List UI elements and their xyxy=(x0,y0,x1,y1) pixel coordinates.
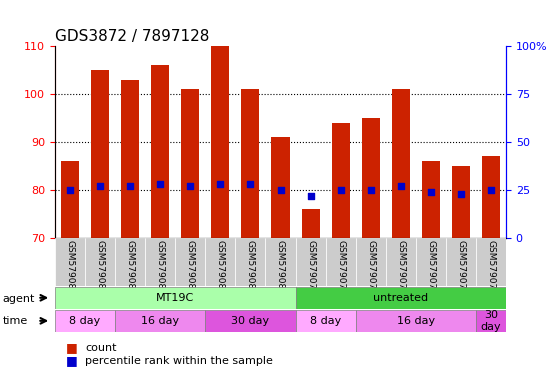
Text: 30 day: 30 day xyxy=(232,316,270,326)
FancyBboxPatch shape xyxy=(55,310,115,332)
FancyBboxPatch shape xyxy=(115,310,205,332)
Point xyxy=(276,187,285,193)
Point xyxy=(366,187,375,193)
FancyBboxPatch shape xyxy=(476,238,506,286)
FancyBboxPatch shape xyxy=(115,238,145,286)
Point xyxy=(306,193,315,199)
Text: GSM579077: GSM579077 xyxy=(426,240,436,295)
Text: GSM579084: GSM579084 xyxy=(186,240,195,295)
FancyBboxPatch shape xyxy=(205,238,235,286)
Text: percentile rank within the sample: percentile rank within the sample xyxy=(85,356,273,366)
FancyBboxPatch shape xyxy=(55,287,295,309)
Text: GSM579082: GSM579082 xyxy=(125,240,135,295)
Point xyxy=(456,191,465,197)
Point xyxy=(246,181,255,187)
FancyBboxPatch shape xyxy=(145,238,175,286)
Text: GSM579076: GSM579076 xyxy=(396,240,405,295)
Bar xyxy=(332,123,350,238)
FancyBboxPatch shape xyxy=(235,238,266,286)
Bar xyxy=(211,46,229,238)
Text: untreated: untreated xyxy=(373,293,428,303)
Text: 8 day: 8 day xyxy=(69,316,101,326)
Text: MT19C: MT19C xyxy=(156,293,194,303)
Bar xyxy=(301,209,320,238)
Bar xyxy=(272,137,289,238)
Bar xyxy=(392,89,410,238)
Bar xyxy=(362,118,380,238)
Text: agent: agent xyxy=(3,294,35,304)
Text: GSM579086: GSM579086 xyxy=(246,240,255,295)
Text: GSM579080: GSM579080 xyxy=(65,240,75,295)
Point xyxy=(96,183,104,189)
Point xyxy=(186,183,195,189)
Point xyxy=(65,187,74,193)
Text: time: time xyxy=(3,316,28,326)
Text: GSM579085: GSM579085 xyxy=(216,240,225,295)
Text: 30
day: 30 day xyxy=(481,310,501,332)
Text: count: count xyxy=(85,343,117,353)
Bar xyxy=(91,70,109,238)
FancyBboxPatch shape xyxy=(85,238,115,286)
FancyBboxPatch shape xyxy=(175,238,205,286)
Text: GSM579074: GSM579074 xyxy=(336,240,345,295)
FancyBboxPatch shape xyxy=(295,238,326,286)
FancyBboxPatch shape xyxy=(295,310,356,332)
FancyBboxPatch shape xyxy=(356,238,386,286)
Text: GSM579079: GSM579079 xyxy=(486,240,496,295)
Text: 8 day: 8 day xyxy=(310,316,341,326)
Text: GSM579087: GSM579087 xyxy=(276,240,285,295)
Bar xyxy=(151,65,169,238)
Point xyxy=(336,187,345,193)
FancyBboxPatch shape xyxy=(266,238,295,286)
Text: GSM579083: GSM579083 xyxy=(156,240,165,295)
Text: GSM579075: GSM579075 xyxy=(366,240,375,295)
Bar xyxy=(482,156,500,238)
Text: GDS3872 / 7897128: GDS3872 / 7897128 xyxy=(55,28,210,43)
FancyBboxPatch shape xyxy=(476,310,506,332)
Text: 16 day: 16 day xyxy=(141,316,179,326)
Point xyxy=(216,181,225,187)
Point xyxy=(156,181,164,187)
Bar xyxy=(422,161,440,238)
Text: ■: ■ xyxy=(66,341,78,354)
FancyBboxPatch shape xyxy=(416,238,446,286)
Text: ■: ■ xyxy=(66,354,78,367)
FancyBboxPatch shape xyxy=(55,238,85,286)
Bar xyxy=(61,161,79,238)
FancyBboxPatch shape xyxy=(205,310,295,332)
Bar xyxy=(121,79,139,238)
Point xyxy=(487,187,496,193)
Bar xyxy=(182,89,199,238)
Text: GSM579081: GSM579081 xyxy=(96,240,104,295)
FancyBboxPatch shape xyxy=(446,238,476,286)
FancyBboxPatch shape xyxy=(326,238,356,286)
Point xyxy=(426,189,435,195)
FancyBboxPatch shape xyxy=(386,238,416,286)
Text: GSM579078: GSM579078 xyxy=(456,240,465,295)
Text: GSM579073: GSM579073 xyxy=(306,240,315,295)
Point xyxy=(126,183,135,189)
Text: 16 day: 16 day xyxy=(397,316,435,326)
Point xyxy=(397,183,405,189)
FancyBboxPatch shape xyxy=(295,287,506,309)
Bar xyxy=(452,166,470,238)
Bar xyxy=(241,89,260,238)
FancyBboxPatch shape xyxy=(356,310,476,332)
